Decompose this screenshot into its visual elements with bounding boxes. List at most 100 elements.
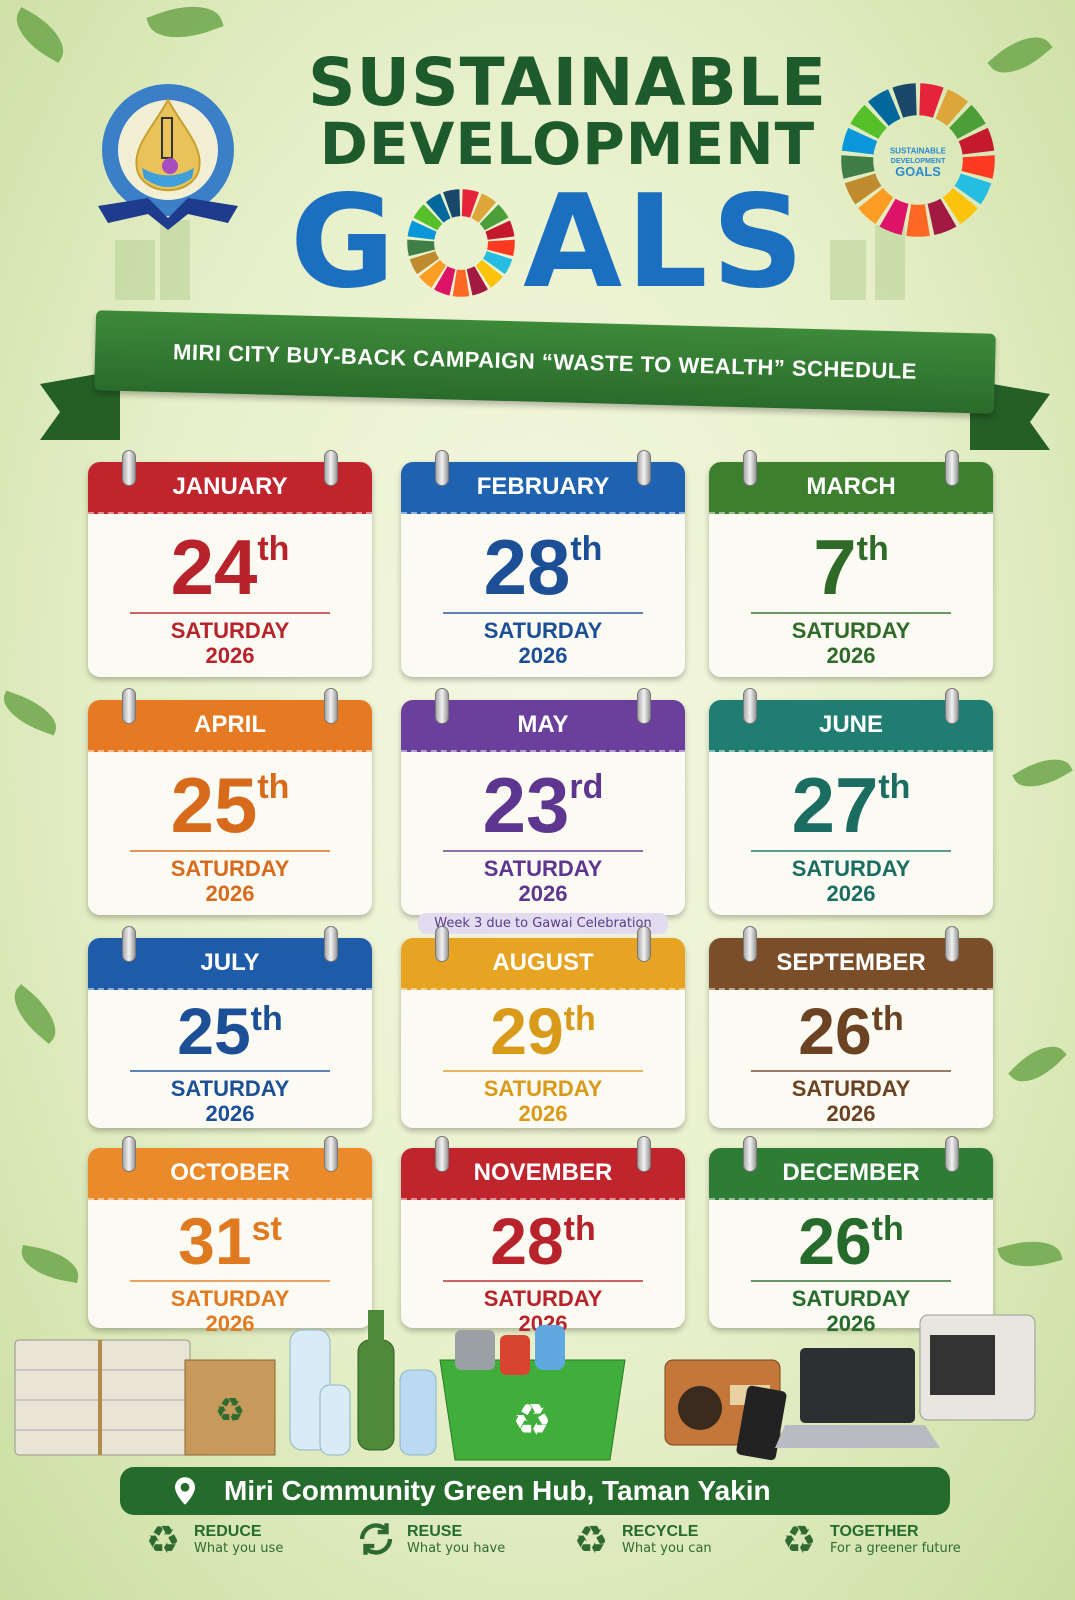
divider: [130, 1070, 330, 1072]
day: 29: [490, 994, 564, 1068]
day-suffix: th: [563, 1000, 596, 1038]
calendar-card-march: MARCH 7th SATURDAY 2026: [709, 450, 993, 677]
divider: [751, 1280, 951, 1282]
tip-title: REUSE: [407, 1522, 463, 1540]
day-suffix: th: [257, 768, 290, 806]
svg-text:♻: ♻: [146, 1518, 181, 1560]
sdg-color-wheel-icon: [407, 188, 515, 297]
day: 28: [483, 523, 571, 611]
day-suffix: th: [856, 530, 889, 568]
binder-ring-icon: [435, 688, 449, 724]
sdg-wheel-segment: [844, 173, 882, 205]
day-number: 28th: [401, 1208, 685, 1274]
weekday: SATURDAY: [791, 1076, 911, 1101]
binder-ring-icon: [435, 1136, 449, 1172]
sdg-wheel-segment: [413, 203, 443, 230]
day-number: 29th: [401, 998, 685, 1064]
year: 2026: [205, 881, 255, 907]
month-name: FEBRUARY: [476, 473, 610, 500]
divider: [751, 1070, 951, 1072]
goals-letter-g: G: [290, 168, 400, 317]
binder-ring-icon: [945, 1136, 959, 1172]
sdg-wheel-logo: SUSTAINABLE DEVELOPMENT GOALS: [841, 83, 995, 237]
weekday: SATURDAY: [170, 1286, 290, 1311]
divider: [443, 1070, 643, 1072]
sdg-wheel-segment: [906, 204, 930, 237]
calendar-card-may: MAY 23rd SATURDAY 2026 Week 3 due to Gaw…: [401, 688, 685, 934]
tip-recycle: ♻ RECYCLE What you can: [570, 1518, 712, 1560]
day-number: 7th: [709, 528, 993, 606]
sdg-wheel-segment: [850, 104, 887, 139]
sdg-wheel-segment: [409, 250, 440, 274]
sdg-wheel-segment: [927, 198, 957, 236]
day-number: 25th: [88, 998, 372, 1064]
svg-text:DEVELOPMENT: DEVELOPMENT: [891, 156, 946, 165]
sdg-wheel-segment: [407, 219, 437, 240]
day-suffix: th: [563, 1210, 596, 1248]
day: 25: [170, 761, 258, 849]
day: 26: [798, 994, 872, 1068]
sdg-wheel-segment: [841, 127, 878, 155]
year: 2026: [826, 1101, 876, 1127]
campaign-banner: MIRI CITY BUY-BACK CAMPAIGN “WASTE TO WE…: [94, 310, 996, 414]
divider: [130, 850, 330, 852]
day-suffix: th: [871, 1000, 904, 1038]
sdg-wheel-segment: [452, 269, 470, 297]
month-name: APRIL: [194, 711, 266, 738]
month-name: OCTOBER: [170, 1159, 290, 1186]
binder-ring-icon: [637, 688, 651, 724]
calendar-card-september: SEPTEMBER 26th SATURDAY 2026: [709, 926, 993, 1128]
binder-ring-icon: [637, 450, 651, 486]
svg-text:♻: ♻: [512, 1395, 551, 1446]
day: 31: [178, 1204, 252, 1278]
cycle-arrows-icon: [359, 1523, 393, 1555]
year: 2026: [826, 881, 876, 907]
binder-ring-icon: [945, 450, 959, 486]
day: 27: [791, 761, 879, 849]
svg-text:♻: ♻: [574, 1518, 609, 1560]
calendar-card-december: DECEMBER 26th SATURDAY 2026: [709, 1136, 993, 1336]
sdg-wheel-segment: [434, 265, 456, 296]
goals-letters-als: ALS: [523, 168, 808, 317]
binder-ring-icon: [435, 926, 449, 962]
day: 23: [482, 761, 570, 849]
day-suffix: th: [871, 1210, 904, 1248]
binder-ring-icon: [743, 450, 757, 486]
sdg-wheel-segment: [487, 239, 515, 256]
day-suffix: st: [251, 1210, 282, 1248]
day-number: 25th: [88, 766, 372, 844]
binder-ring-icon: [945, 688, 959, 724]
weekday: SATURDAY: [791, 1286, 911, 1311]
weekday: SATURDAY: [483, 618, 603, 643]
month-name: DECEMBER: [782, 1159, 920, 1186]
title-sustainable: SUSTAINABLE: [308, 44, 827, 121]
day-suffix: th: [257, 530, 290, 568]
day-number: 28th: [401, 528, 685, 606]
title-development: DEVELOPMENT: [319, 110, 816, 178]
schedule-note: Week 3 due to Gawai Celebration: [418, 912, 668, 934]
binder-ring-icon: [324, 926, 338, 962]
majlis-bandaraya-miri-logo: [98, 84, 238, 230]
tip-title: REDUCE: [194, 1522, 262, 1540]
tip-title: TOGETHER: [830, 1522, 919, 1540]
day: 24: [170, 523, 258, 611]
sdg-wheel-segment: [443, 188, 461, 218]
sdg-wheel-segment: [935, 89, 969, 127]
tip-reduce: ♻ REDUCE What you use: [142, 1518, 284, 1560]
sdg-wheel-segment: [858, 188, 894, 225]
svg-text:GOALS: GOALS: [895, 164, 941, 179]
recyclable-items-illustration: ♻ ♻: [14, 1310, 1036, 1461]
sdg-wheel-segment: [942, 188, 978, 225]
month-name: MARCH: [806, 473, 896, 500]
location-text: Miri Community Green Hub, Taman Yakin: [224, 1475, 771, 1506]
divider: [751, 850, 951, 852]
weekday: SATURDAY: [791, 618, 911, 643]
day: 25: [177, 994, 251, 1068]
binder-ring-icon: [743, 1136, 757, 1172]
binder-ring-icon: [637, 926, 651, 962]
calendar-card-june: JUNE 27th SATURDAY 2026: [709, 688, 993, 915]
month-name: SEPTEMBER: [776, 949, 926, 976]
year: 2026: [205, 1101, 255, 1127]
calendar-card-november: NOVEMBER 28th SATURDAY 2026: [401, 1136, 685, 1336]
divider: [130, 1280, 330, 1282]
